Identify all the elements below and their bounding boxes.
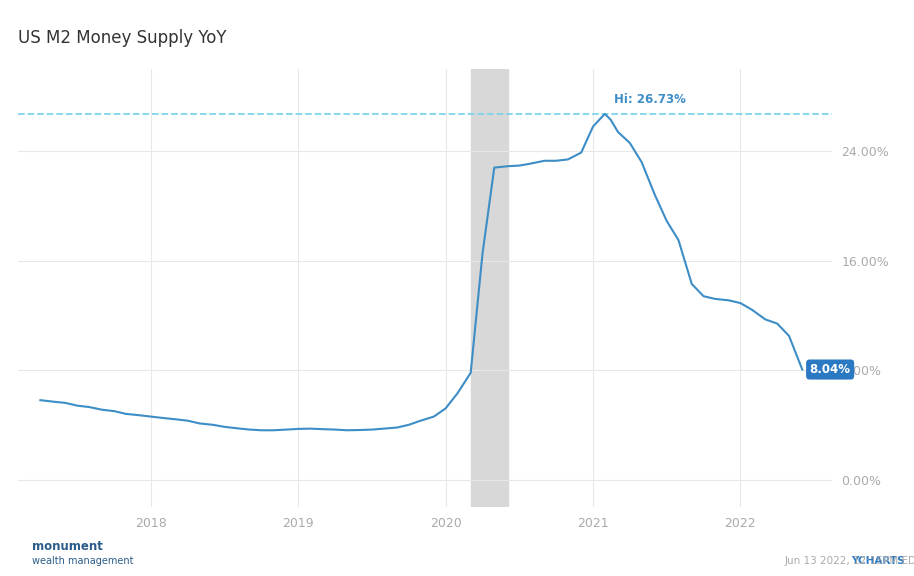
Text: 8.04%: 8.04%	[810, 363, 851, 376]
Text: monument: monument	[32, 540, 103, 553]
Text: Jun 13 2022, 12:15PM EDT. Powered by: Jun 13 2022, 12:15PM EDT. Powered by	[784, 556, 914, 566]
Text: US M2 Money Supply YoY: US M2 Money Supply YoY	[18, 29, 227, 47]
Bar	[471, 69, 507, 507]
Text: YCHARTS: YCHARTS	[851, 556, 905, 566]
Text: Hi: 26.73%: Hi: 26.73%	[613, 93, 686, 107]
Text: wealth management: wealth management	[32, 556, 133, 566]
